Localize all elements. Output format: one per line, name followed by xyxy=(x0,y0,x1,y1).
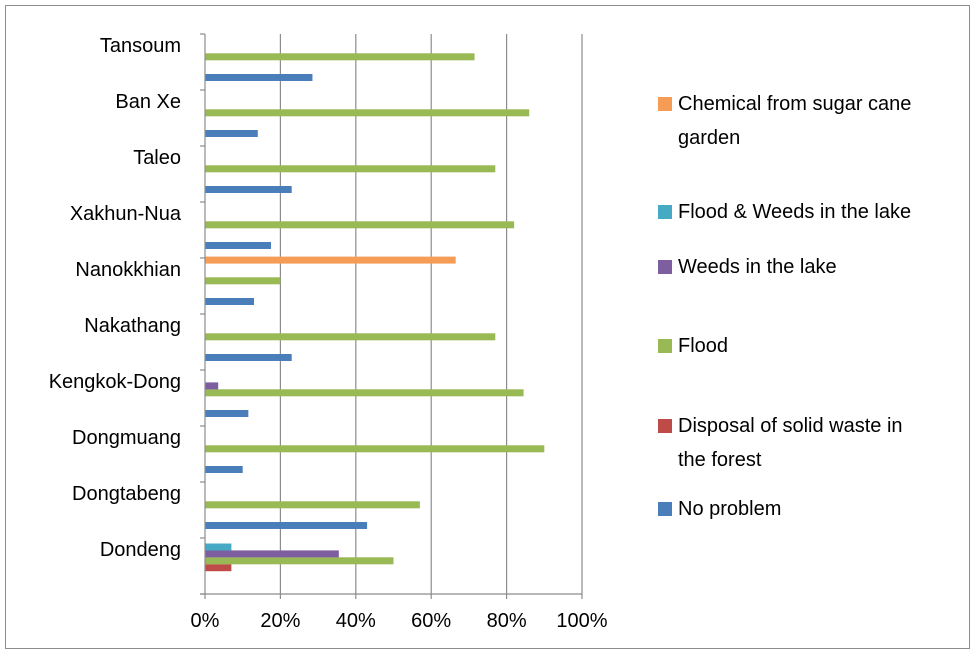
category-label-kengkok-dong: Kengkok-Dong xyxy=(49,371,181,393)
bars xyxy=(205,53,545,572)
legend-label: No problem xyxy=(678,498,781,520)
bar-weeds-in-the-lake-kengkok-dong xyxy=(205,382,219,390)
bar-no-problem-dongmuang xyxy=(205,466,243,473)
legend-swatch-weeds-in-the-lake xyxy=(658,260,672,274)
category-labels: Dondeng Dongtabeng Dongmuang Kengkok-Dong Na… xyxy=(49,35,182,561)
axes xyxy=(200,33,583,599)
x-tick-label-40: 40% xyxy=(336,610,376,632)
legend-label: the forest xyxy=(678,449,762,471)
legend-label: garden xyxy=(678,127,740,149)
category-label-dongtabeng: Dongtabeng xyxy=(72,483,181,505)
legend-label: Flood & Weeds in the lake xyxy=(678,201,911,223)
x-tick-label-100: 100% xyxy=(556,610,607,632)
bar-no-problem-kengkok-dong xyxy=(205,410,249,417)
legend-label: Disposal of solid waste in xyxy=(678,415,903,437)
bar-flood-dongtabeng xyxy=(205,501,420,509)
bar-no-problem-tansoum xyxy=(205,74,313,81)
legend-swatch-flood-weeds-in-the-lake xyxy=(658,205,672,219)
tick-labels: 0% 20% 40% 60% 80% 100% xyxy=(191,610,608,632)
category-label-tansoum: Tansoum xyxy=(100,35,181,57)
legend: Chemical from sugar cane garden Flood & We… xyxy=(658,93,911,520)
category-label-nakathang: Nakathang xyxy=(84,315,181,337)
bar-weeds-in-the-lake-dondeng xyxy=(205,550,339,558)
grid-lines xyxy=(279,34,583,594)
bar-flood-xakhun-nua xyxy=(205,221,515,229)
bar-no-problem-nanokkhian xyxy=(205,298,255,305)
x-tick-label-60: 60% xyxy=(411,610,451,632)
bar-flood-dongmuang xyxy=(205,445,545,453)
bar-chemical-from-sugar-cane-garden-nanokkhian xyxy=(205,256,456,264)
bar-flood-nakathang xyxy=(205,333,496,341)
bar-no-problem-taleo xyxy=(205,186,292,193)
legend-swatch-no-problem xyxy=(658,502,672,516)
legend-swatch-chemical-from-sugar-cane-garden xyxy=(658,97,672,111)
category-label-dondeng: Dondeng xyxy=(100,539,181,561)
bar-flood-weeds-in-the-lake-dondeng xyxy=(205,543,232,551)
bar-flood-nanokkhian xyxy=(205,277,281,285)
category-label-xakhun-nua: Xakhun-Nua xyxy=(70,203,182,225)
bar-flood-dondeng xyxy=(205,557,394,565)
legend-label: Chemical from sugar cane xyxy=(678,93,911,115)
bar-disposal-of-solid-waste-in-the-forest-dondeng xyxy=(205,564,232,572)
bar-flood-tansoum xyxy=(205,53,475,61)
bar-no-problem-xakhun-nua xyxy=(205,242,271,249)
category-label-dongmuang: Dongmuang xyxy=(72,427,181,449)
legend-swatch-disposal-of-solid-waste-in-the-forest xyxy=(658,419,672,433)
category-label-taleo: Taleo xyxy=(133,147,181,169)
legend-label: Weeds in the lake xyxy=(678,256,837,278)
x-tick-label-20: 20% xyxy=(260,610,300,632)
bar-flood-ban-xe xyxy=(205,109,530,117)
bar-no-problem-dongtabeng xyxy=(205,522,368,529)
bar-no-problem-nakathang xyxy=(205,354,292,361)
legend-swatch-flood xyxy=(658,339,672,353)
x-tick-label-80: 80% xyxy=(487,610,527,632)
x-tick-label-0: 0% xyxy=(191,610,220,632)
category-label-nanokkhian: Nanokkhian xyxy=(75,259,181,281)
bar-flood-kengkok-dong xyxy=(205,389,524,397)
legend-label: Flood xyxy=(678,335,728,357)
bar-flood-taleo xyxy=(205,165,496,173)
category-label-ban-xe: Ban Xe xyxy=(115,91,181,113)
bar-no-problem-ban-xe xyxy=(205,130,258,137)
